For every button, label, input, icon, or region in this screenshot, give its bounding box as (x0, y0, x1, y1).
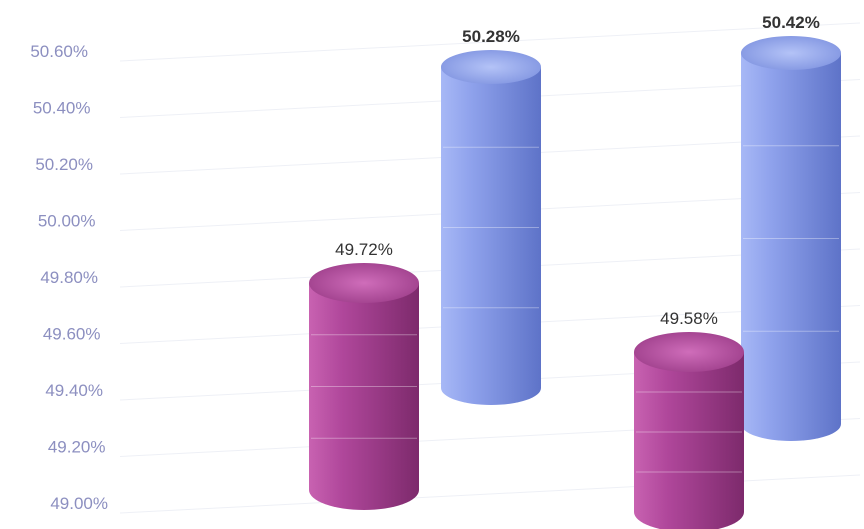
gridline (119, 474, 861, 514)
data-labels: 50.28% 50.42% 49.72% 49.58% (335, 13, 820, 328)
cylinder-body (441, 67, 541, 405)
cylinder-top (634, 332, 744, 372)
plot-area (309, 36, 841, 529)
data-label: 50.28% (462, 27, 520, 46)
y-tick-label: 49.40% (45, 381, 103, 400)
y-tick-label: 49.00% (50, 494, 108, 513)
y-tick-label: 49.20% (48, 438, 106, 457)
y-tick-label: 50.40% (33, 99, 91, 118)
cylinder-top (741, 36, 841, 70)
cylinder-body (741, 53, 841, 441)
cylinder-body (309, 283, 419, 510)
cylinder-top (441, 50, 541, 84)
y-tick-label: 50.20% (35, 155, 93, 174)
cylinder-bar (634, 332, 744, 529)
data-label: 49.72% (335, 240, 393, 259)
data-label: 50.42% (762, 13, 820, 32)
y-tick-label: 50.00% (38, 212, 96, 231)
y-tick-label: 49.80% (40, 268, 98, 287)
y-tick-label: 49.60% (43, 325, 101, 344)
y-tick-label: 50.60% (30, 42, 88, 61)
gridline (119, 22, 861, 62)
data-label: 49.58% (660, 309, 718, 328)
cylinder-bar (741, 36, 841, 441)
cylinder-bar (309, 263, 419, 510)
cylinder-top (309, 263, 419, 303)
cylinder-body (634, 352, 744, 529)
y-axis: 49.00% 49.20% 49.40% 49.60% 49.80% 50.00% 50.2… (30, 42, 108, 513)
cylinder-bar (441, 50, 541, 405)
